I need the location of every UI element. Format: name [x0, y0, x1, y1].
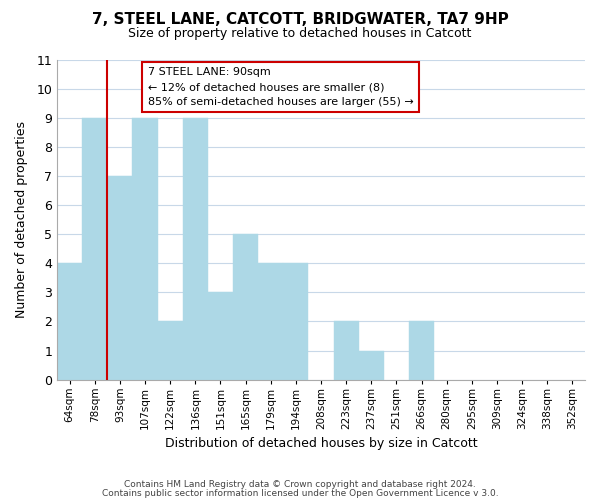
Bar: [133, 118, 158, 380]
Bar: [409, 322, 434, 380]
Bar: [57, 264, 82, 380]
Y-axis label: Number of detached properties: Number of detached properties: [15, 122, 28, 318]
Text: Contains public sector information licensed under the Open Government Licence v : Contains public sector information licen…: [101, 489, 499, 498]
Text: 7, STEEL LANE, CATCOTT, BRIDGWATER, TA7 9HP: 7, STEEL LANE, CATCOTT, BRIDGWATER, TA7 …: [92, 12, 508, 28]
Bar: [183, 118, 208, 380]
Bar: [158, 322, 183, 380]
Text: 7 STEEL LANE: 90sqm
← 12% of detached houses are smaller (8)
85% of semi-detache: 7 STEEL LANE: 90sqm ← 12% of detached ho…: [148, 68, 413, 107]
Bar: [233, 234, 258, 380]
X-axis label: Distribution of detached houses by size in Catcott: Distribution of detached houses by size …: [165, 437, 478, 450]
Bar: [208, 292, 233, 380]
Bar: [334, 322, 359, 380]
Bar: [359, 350, 384, 380]
Text: Contains HM Land Registry data © Crown copyright and database right 2024.: Contains HM Land Registry data © Crown c…: [124, 480, 476, 489]
Bar: [283, 264, 308, 380]
Bar: [82, 118, 107, 380]
Text: Size of property relative to detached houses in Catcott: Size of property relative to detached ho…: [128, 28, 472, 40]
Bar: [258, 264, 283, 380]
Bar: [107, 176, 133, 380]
